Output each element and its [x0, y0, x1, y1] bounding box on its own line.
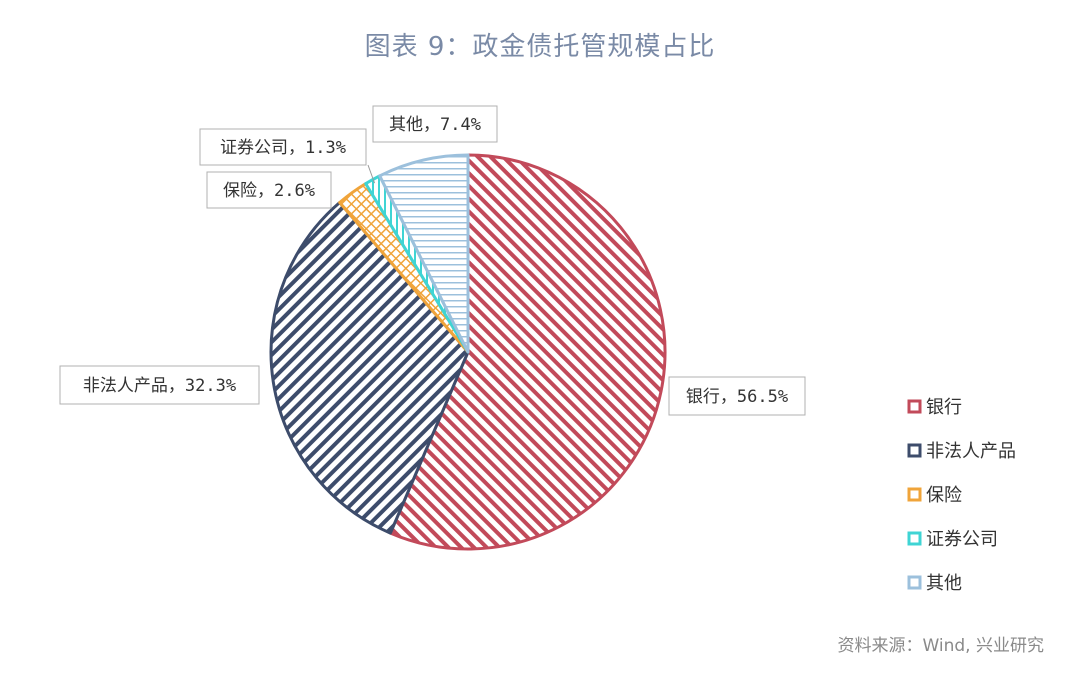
data-label-box [199, 128, 367, 166]
data-label-box [206, 171, 332, 209]
pie-slice-2 [269, 201, 470, 535]
pie-slice-1 [388, 153, 667, 551]
leader-line [367, 164, 376, 184]
legend-label: 非法人产品 [926, 441, 1016, 462]
data-label: 银行，56.5% [686, 387, 788, 407]
data-label-box [59, 365, 260, 405]
pie-slice-5 [378, 153, 470, 354]
legend-label: 其他 [926, 573, 962, 594]
legend-swatch [907, 399, 922, 414]
data-label-box [668, 376, 806, 416]
legend-label: 证券公司 [926, 529, 998, 550]
legend-label: 银行 [926, 397, 962, 418]
data-label: 非法人产品，32.3% [83, 376, 236, 396]
legend-label: 保险 [926, 485, 962, 506]
data-label: 保险，2.6% [223, 181, 315, 201]
legend-swatch [907, 443, 922, 458]
data-label: 证券公司，1.3% [220, 138, 346, 158]
legend-swatch [907, 531, 922, 546]
legend-swatch [907, 487, 922, 502]
chart-title: 图表 9：政金债托管规模占比 [364, 32, 716, 62]
data-label-box [372, 105, 498, 143]
data-label: 其他，7.4% [389, 115, 481, 135]
legend-swatch [907, 575, 922, 590]
source-note: 资料来源：Wind, 兴业研究 [837, 636, 1044, 656]
